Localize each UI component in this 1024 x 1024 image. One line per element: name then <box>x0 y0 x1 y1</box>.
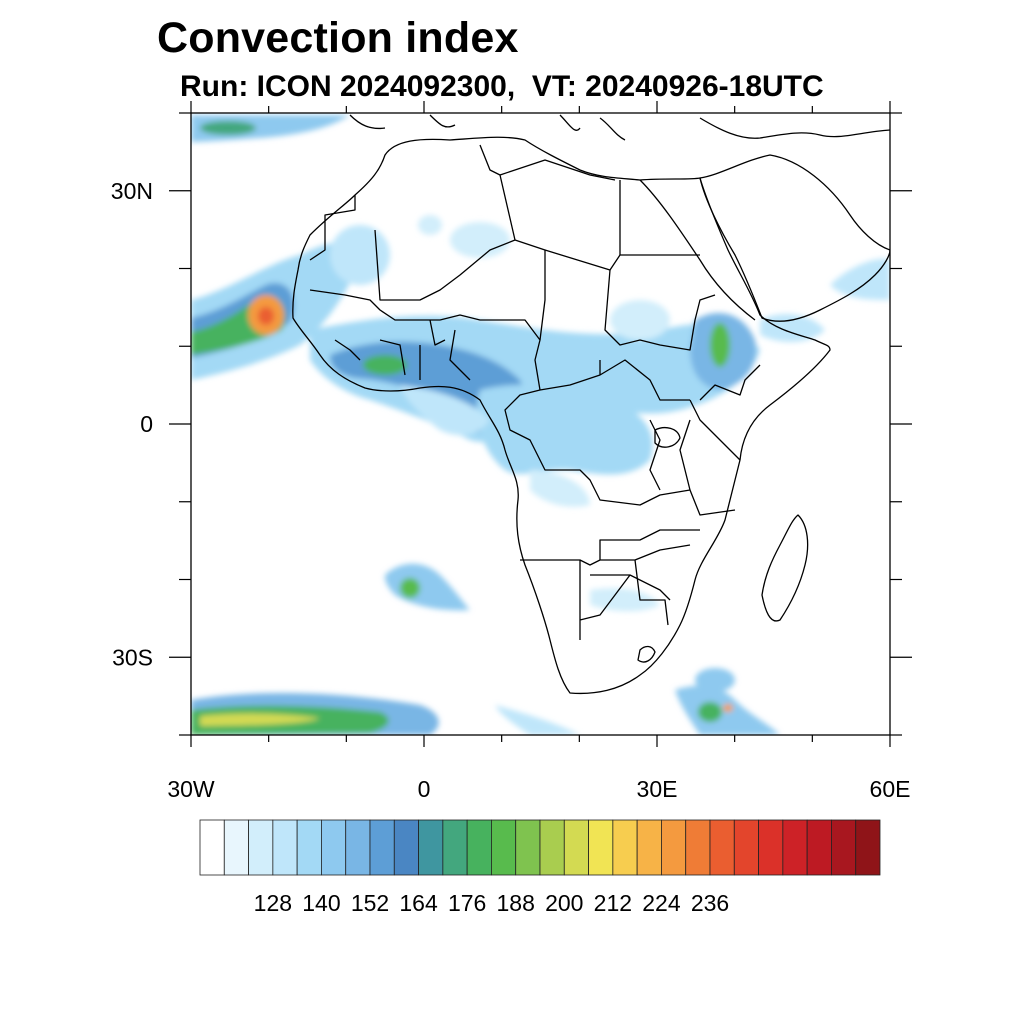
field-south-atlantic-cyclone <box>384 563 470 611</box>
colorbar-label: 236 <box>691 890 729 916</box>
colorbar-label: 188 <box>497 890 535 916</box>
europe-coastline <box>349 114 890 141</box>
red-sea-coast <box>639 179 756 321</box>
border-west-africa <box>309 289 541 391</box>
border-egypt-sudan <box>604 180 716 351</box>
field-gulf-guinea <box>400 385 490 436</box>
colorbar-bin <box>418 819 444 876</box>
field-sahara-patch-3 <box>330 225 390 285</box>
colorbar-bin <box>612 819 638 876</box>
colorbar-bin <box>709 819 735 876</box>
field-sahara-patch-1 <box>450 222 510 258</box>
colorbar-bin <box>296 819 322 876</box>
lat-tick-label: 30S <box>112 644 153 670</box>
field-sudan-patch <box>610 300 670 340</box>
colorbar-label: 140 <box>302 890 340 916</box>
field-west-africa-green <box>363 355 407 375</box>
lon-tick-label: 60E <box>870 776 911 802</box>
border-southern-africa <box>520 529 700 640</box>
colorbar-label: 224 <box>642 890 681 916</box>
field-southern-africa <box>530 470 590 507</box>
colorbar: 128 140 152 164 176 188 200 212 224 236 <box>199 819 881 916</box>
colorbar-bin <box>223 819 249 876</box>
colorbar-bin <box>491 819 517 876</box>
colorbar-bin <box>345 819 371 876</box>
colorbar-label: 176 <box>448 890 486 916</box>
colorbar-bin <box>588 819 614 876</box>
field-se-africa-green <box>698 702 722 722</box>
colorbar-bin <box>321 819 347 876</box>
africa-coastline <box>292 136 831 695</box>
border-central-africa <box>504 359 691 506</box>
colorbar-label: 164 <box>399 890 438 916</box>
field-se-africa-orange <box>723 704 733 712</box>
colorbar-bin <box>733 819 759 876</box>
colorbar-bin <box>248 819 274 876</box>
field-south-atlantic-cyclone-core <box>400 578 420 598</box>
colorbar-bin <box>831 819 857 876</box>
colorbar-bin <box>199 819 225 876</box>
colorbar-bin <box>806 819 832 876</box>
border-algeria-libya <box>479 144 700 271</box>
colorbar-bin <box>539 819 565 876</box>
colorbar-bin <box>855 819 881 876</box>
field-aden <box>760 314 825 342</box>
field-arabia-east <box>830 258 890 300</box>
border-east-africa <box>679 364 761 516</box>
lon-tick-label: 30E <box>637 776 678 802</box>
colorbar-bin <box>563 819 589 876</box>
field-se-africa-upper <box>695 668 735 692</box>
colorbar-bin <box>369 819 395 876</box>
coastlines-borders <box>292 114 890 695</box>
chart-title: Convection index <box>157 14 519 62</box>
colorbar-bin <box>272 819 298 876</box>
colorbar-bin <box>515 819 541 876</box>
field-southern-ocean-yellow <box>200 713 320 726</box>
colorbar-bin <box>466 819 492 876</box>
lesotho-border <box>637 645 656 663</box>
field-central-africa <box>476 384 653 475</box>
madagascar-coastline <box>761 514 809 622</box>
colorbar-bin <box>636 819 662 876</box>
field-atlantic-storm-eye-core <box>258 307 274 325</box>
colorbar-bin <box>758 819 784 876</box>
lon-tick-label: 30W <box>167 776 215 802</box>
colorbar-bin <box>685 819 711 876</box>
colorbar-bin <box>782 819 808 876</box>
chart-subtitle: Run: ICON 2024092300, VT: 20240926-18UTC <box>180 70 824 103</box>
arabia-coastline <box>699 154 890 322</box>
convection-field <box>191 115 890 735</box>
lat-tick-label: 0 <box>140 411 153 437</box>
colorbar-label: 212 <box>594 890 632 916</box>
lake-victoria <box>654 427 681 448</box>
colorbar-bin <box>393 819 419 876</box>
lon-tick-label: 0 <box>418 776 431 802</box>
colorbar-label: 128 <box>254 890 292 916</box>
field-sahara-patch-2 <box>418 215 442 235</box>
colorbar-label: 152 <box>351 890 389 916</box>
lat-tick-label: 30N <box>111 178 153 204</box>
field-ethiopia-green <box>710 323 730 367</box>
field-north-band-green <box>200 121 256 135</box>
colorbar-bin <box>442 819 468 876</box>
field-south-atlantic-streak <box>495 705 580 735</box>
border-sahara-north <box>309 195 546 341</box>
colorbar-label: 200 <box>545 890 583 916</box>
map-axes: 30W 0 30E 60E 30N 0 30S <box>111 101 912 802</box>
colorbar-bin <box>661 819 687 876</box>
